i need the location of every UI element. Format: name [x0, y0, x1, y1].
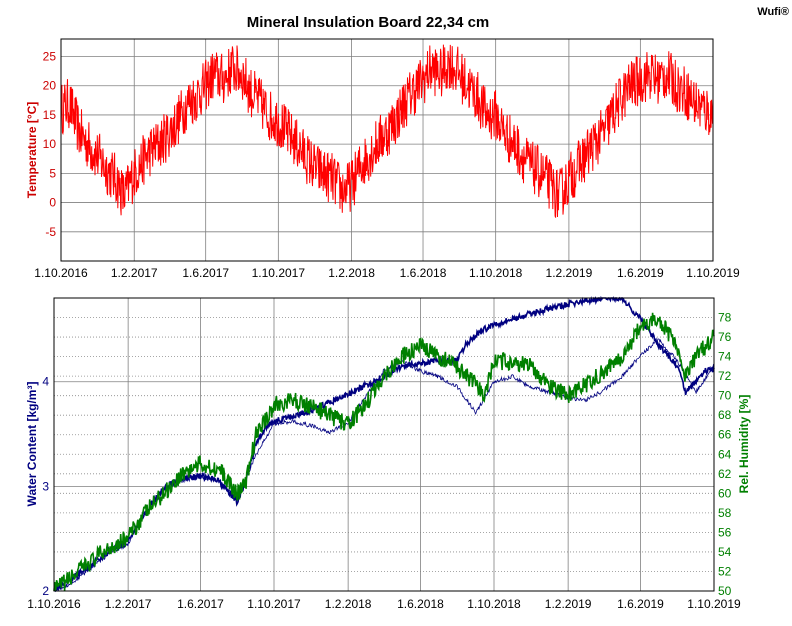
humidity-y-tick-label: 76: [718, 330, 732, 344]
temperature-x-tick-label: 1.6.2019: [617, 266, 664, 280]
moisture-x-ticks: 1.10.2016 1.2.2017 1.6.2017 1.10.2017 1.2.20…: [27, 597, 741, 611]
chart-title: Mineral Insulation Board 22,34 cm: [247, 14, 490, 31]
water-content-y-ticks: 2 3 4: [42, 375, 49, 598]
humidity-y-ticks: 50 52 54 56 58 60 62 64 66 68 70 72 74 76 78: [718, 311, 732, 598]
temperature-y-tick-label: 25: [43, 50, 57, 64]
brand-label: Wufi®: [757, 6, 789, 18]
humidity-y-tick-label: 62: [718, 467, 732, 481]
temperature-y-tick-label: 10: [43, 137, 57, 151]
water-content-y-tick-label: 4: [42, 375, 49, 389]
temperature-y-ticks: -5 0 5 10 15 20 25: [43, 50, 57, 239]
temperature-line: [60, 44, 714, 218]
humidity-y-tick-label: 74: [718, 350, 732, 364]
water-content-alt-line: [54, 338, 715, 592]
temperature-y-tick-label: 20: [43, 79, 57, 93]
moisture-chart: 2 3 4 50 52 54 56 58 60 62 64 66 68 70 72 74 76 78 1.10.…: [25, 295, 751, 611]
temperature-x-tick-label: 1.6.2018: [400, 266, 447, 280]
water-content-axis-label: Water Content [kg/m³]: [25, 382, 39, 507]
humidity-y-tick-label: 70: [718, 389, 732, 403]
moisture-x-tick-label: 1.2.2019: [545, 597, 592, 611]
humidity-y-tick-label: 58: [718, 506, 732, 520]
humidity-y-tick-label: 64: [718, 447, 732, 461]
water-content-y-tick-label: 3: [42, 479, 49, 493]
humidity-y-tick-label: 78: [718, 311, 732, 325]
temperature-plot-frame: [60, 38, 714, 262]
humidity-line: [53, 312, 715, 592]
humidity-y-tick-label: 52: [718, 564, 732, 578]
moisture-x-tick-label: 1.2.2018: [325, 597, 372, 611]
temperature-x-tick-label: 1.10.2018: [469, 266, 523, 280]
humidity-y-tick-label: 60: [718, 486, 732, 500]
moisture-x-tick-label: 1.6.2018: [397, 597, 444, 611]
humidity-axis-label: Rel. Humidity [%]: [737, 395, 751, 494]
temperature-x-tick-label: 1.2.2017: [111, 266, 158, 280]
temperature-y-tick-label: 0: [49, 196, 56, 210]
humidity-y-tick-label: 66: [718, 428, 732, 442]
temperature-x-tick-label: 1.2.2019: [546, 266, 593, 280]
temperature-x-tick-label: 1.10.2019: [686, 266, 740, 280]
temperature-x-tick-label: 1.6.2017: [182, 266, 229, 280]
moisture-x-tick-label: 1.6.2019: [617, 597, 664, 611]
temperature-series: [60, 44, 714, 218]
moisture-x-tick-label: 1.10.2016: [27, 597, 81, 611]
humidity-y-tick-label: 68: [718, 408, 732, 422]
moisture-x-tick-label: 1.10.2017: [247, 597, 301, 611]
temperature-x-ticks: 1.10.2016 1.2.2017 1.6.2017 1.10.2017 1.2.20…: [34, 266, 740, 280]
temperature-y-tick-label: -5: [45, 225, 56, 239]
humidity-y-tick-label: 50: [718, 584, 732, 598]
moisture-x-tick-label: 1.10.2018: [467, 597, 521, 611]
temperature-x-tick-label: 1.2.2018: [328, 266, 375, 280]
temperature-x-tick-label: 1.10.2016: [34, 266, 88, 280]
temperature-y-tick-label: 5: [49, 166, 56, 180]
moisture-x-tick-label: 1.6.2017: [177, 597, 224, 611]
moisture-plot-area: [54, 298, 714, 591]
temperature-x-tick-label: 1.10.2017: [252, 266, 306, 280]
temperature-axis-label: Temperature [°C]: [25, 102, 39, 199]
moisture-x-tick-label: 1.10.2019: [687, 597, 741, 611]
temperature-y-tick-label: 15: [43, 108, 57, 122]
humidity-y-tick-label: 72: [718, 369, 732, 383]
humidity-y-tick-label: 54: [718, 545, 732, 559]
moisture-x-tick-label: 1.2.2017: [105, 597, 152, 611]
water-content-y-tick-label: 2: [42, 584, 49, 598]
moisture-plot-frame: [53, 297, 715, 592]
humidity-y-tick-label: 56: [718, 525, 732, 539]
